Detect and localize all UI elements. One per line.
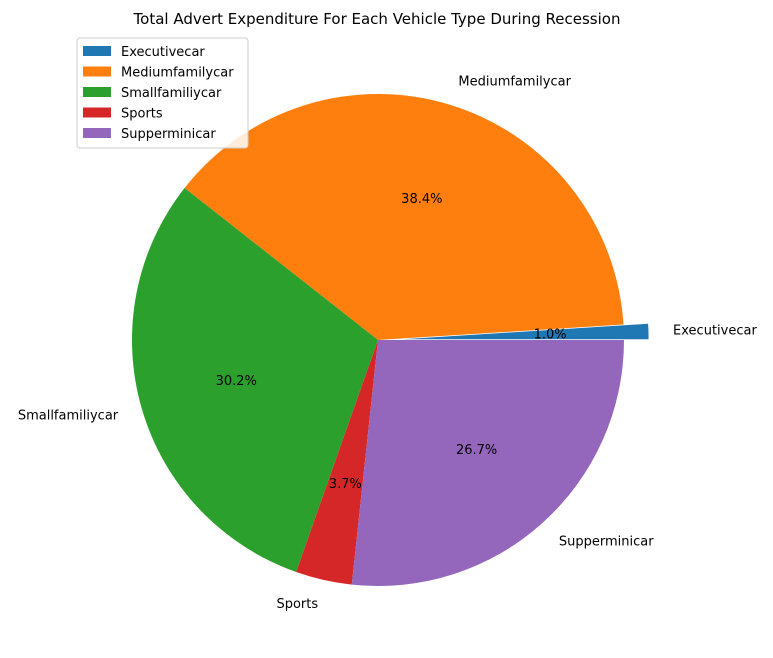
legend-swatch-mediumfamilycar xyxy=(83,66,111,77)
slice-label-sports: Sports xyxy=(276,597,318,612)
legend-swatch-smallfamiliycar xyxy=(83,87,111,97)
slice-label-executivecar: Executivecar xyxy=(673,324,757,339)
percent-label-executivecar: 1.0% xyxy=(534,328,567,343)
percent-label-smallfamiliycar: 30.2% xyxy=(216,374,257,389)
pie-slice-executivecar xyxy=(402,323,649,340)
pie-slice-mediumfamilycar xyxy=(184,93,624,340)
legend-label-mediumfamilycar: Mediumfamilycar xyxy=(121,66,234,81)
percent-label-sports: 3.7% xyxy=(329,477,362,492)
legend-frame xyxy=(76,37,249,149)
pie-slices xyxy=(131,93,649,586)
pie-slice-smallfamiliycar xyxy=(131,188,378,572)
slice-label-mediumfamilycar: Mediumfamilycar xyxy=(458,75,571,90)
slice-label-supperminicar: Supperminicar xyxy=(559,534,654,549)
slice-label-smallfamiliycar: Smallfamiliycar xyxy=(18,408,119,423)
percent-label-mediumfamilycar: 38.4% xyxy=(401,192,442,207)
legend-label-sports: Sports xyxy=(121,107,163,122)
legend-swatch-sports xyxy=(83,107,111,118)
pie-slice-sports xyxy=(296,340,378,585)
percent-label-supperminicar: 26.7% xyxy=(456,443,497,458)
legend-label-supperminicar: Supperminicar xyxy=(121,127,216,142)
legend-swatch-supperminicar xyxy=(83,128,111,138)
pie-labels: Executivecar 1.0% Mediumfamilycar 38.4% Smal… xyxy=(18,75,758,612)
legend-swatch-executivecar xyxy=(83,46,111,56)
pie-slice-supperminicar xyxy=(351,340,624,586)
chart-title: Total Advert Expenditure For Each Vehicl… xyxy=(133,10,621,28)
legend: Executivecar Mediumfamilycar Smallfamiliyc… xyxy=(76,37,249,149)
legend-label-executivecar: Executivecar xyxy=(121,45,205,60)
legend-label-smallfamiliycar: Smallfamiliycar xyxy=(121,86,222,101)
